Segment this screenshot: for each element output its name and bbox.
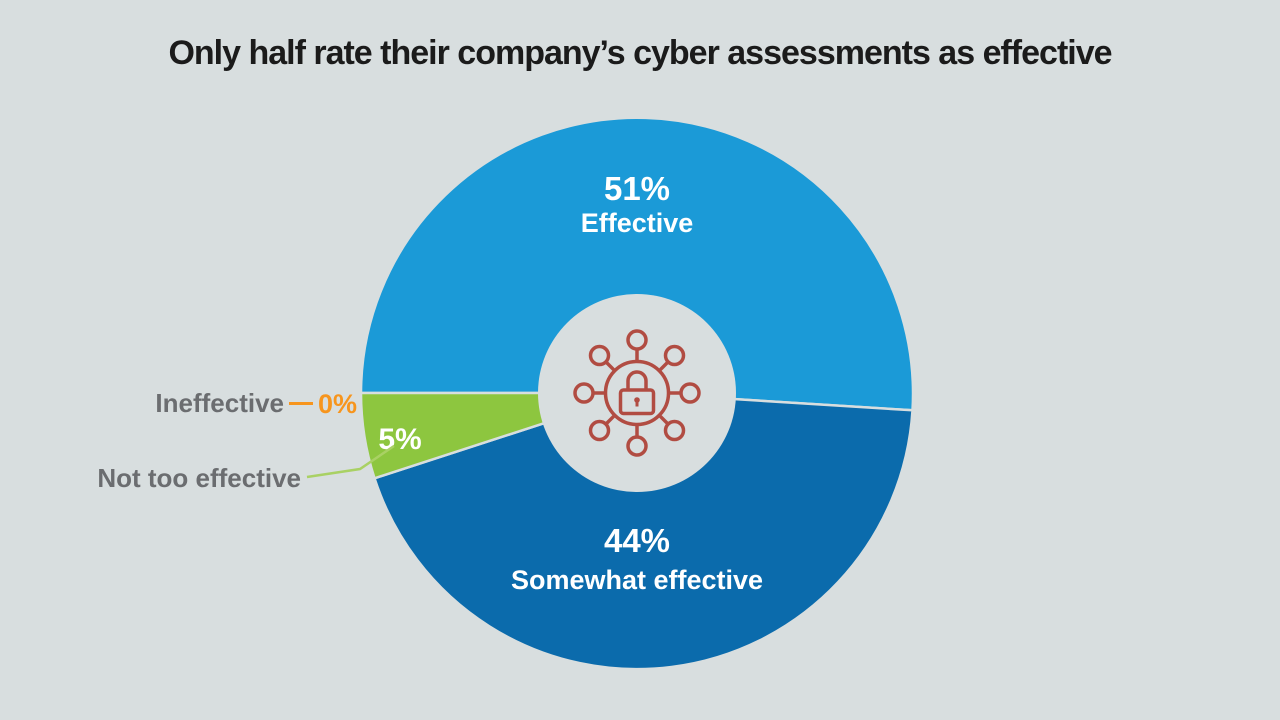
- network-spokes: [573, 329, 701, 457]
- callout-leader-not-too-effective: [306, 444, 395, 479]
- slice-value-effective: 51%: [604, 170, 670, 207]
- callout-label-ineffective: Ineffective: [155, 388, 284, 418]
- pie-slice-somewhat-effective: [373, 391, 914, 671]
- pie-slice-effective: [359, 116, 915, 412]
- network-lock-icon: [573, 329, 701, 457]
- padlock-icon: [618, 370, 656, 416]
- pie-slices: [359, 116, 915, 671]
- slice-value-ineffective: 0%: [318, 389, 357, 419]
- slice-label-effective: Effective: [581, 208, 694, 238]
- slice-label-somewhat-effective: Somewhat effective: [511, 565, 763, 595]
- chart-title: Only half rate their company’s cyber ass…: [168, 34, 1112, 72]
- callout-label-not-too-effective: Not too effective: [97, 463, 301, 493]
- slice-value-somewhat-effective: 44%: [604, 522, 670, 559]
- donut-hole: [538, 294, 736, 492]
